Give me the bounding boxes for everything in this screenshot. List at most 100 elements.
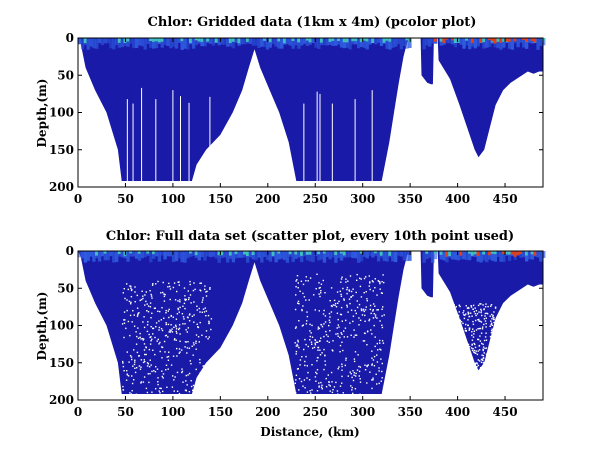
data-region-main	[78, 251, 411, 394]
surface-band-cell	[317, 251, 321, 261]
scatter-gap-point	[165, 364, 168, 366]
scatter-gap-point	[472, 372, 474, 375]
scatter-gap-point	[126, 374, 129, 376]
scatter-gap-point	[492, 316, 494, 318]
surface-band-cell	[274, 38, 278, 47]
scatter-gap-point	[130, 287, 132, 289]
scatter-gap-point	[323, 323, 325, 325]
scatter-gap-point	[461, 340, 463, 342]
scatter-gap-point	[324, 355, 326, 357]
scatter-gap-point	[138, 365, 141, 367]
scatter-gap-point	[208, 322, 210, 324]
surface-mid-cell	[388, 251, 392, 256]
scatter-gap-point	[477, 338, 480, 341]
scatter-gap-point	[471, 359, 473, 362]
surface-band-cell	[271, 38, 275, 45]
surface-band-cell	[265, 251, 270, 260]
surface-mid-cell	[493, 251, 497, 255]
scatter-gap-point	[176, 355, 178, 357]
surface-band-cell	[217, 38, 221, 46]
scatter-gap-point	[131, 288, 133, 291]
scatter-gap-point	[476, 366, 478, 368]
scatter-gap-point	[489, 315, 491, 317]
scatter-gap-point	[483, 339, 486, 342]
surface-band-cell	[487, 251, 492, 260]
surface-band-cell	[92, 38, 96, 49]
surface-mid-cell	[126, 38, 130, 42]
scatter-gap-point	[210, 328, 212, 331]
scatter-gap-point	[488, 378, 490, 380]
scatter-gap-point	[165, 309, 167, 312]
scatter-gap-point	[199, 373, 202, 375]
scatter-gap-point	[162, 377, 164, 379]
scatter-gap-point	[485, 332, 487, 334]
scatter-gap-point	[373, 313, 375, 315]
scatter-gap-point	[495, 328, 497, 330]
scatter-gap-point	[479, 340, 482, 342]
scatter-gap-point	[181, 368, 183, 370]
scatter-gap-point	[366, 382, 368, 384]
surface-high-cell	[445, 251, 449, 257]
scatter-gap-point	[311, 364, 313, 366]
scatter-gap-point	[302, 385, 304, 387]
surface-mid-cell	[482, 251, 486, 255]
scatter-gap-point	[188, 297, 190, 299]
surface-band-cell	[154, 251, 159, 257]
surface-band-cell	[203, 251, 207, 261]
scatter-gap-point	[363, 340, 366, 342]
scatter-gap-point	[467, 306, 469, 309]
scatter-gap-point	[174, 376, 176, 378]
surface-mid-cell	[189, 38, 192, 43]
scatter-gap-point	[327, 335, 329, 338]
scatter-gap-point	[490, 339, 492, 342]
scatter-gap-point	[487, 372, 490, 374]
surface-mid-cell	[137, 251, 141, 254]
scatter-gap-point	[470, 312, 472, 314]
scatter-gap-point	[306, 391, 309, 393]
scatter-gap-point	[300, 380, 303, 383]
surface-band-cell	[385, 251, 389, 262]
x-tick-label: 450	[493, 192, 518, 206]
scatter-gap-point	[202, 380, 205, 382]
scatter-gap-point	[318, 382, 320, 384]
scatter-gap-point	[371, 350, 373, 352]
scatter-gap-point	[318, 293, 320, 295]
surface-band-cell	[297, 251, 301, 258]
scatter-gap-point	[470, 305, 472, 307]
scatter-gap-point	[350, 373, 352, 375]
surface-mid-cell	[268, 38, 272, 43]
scatter-gap-point	[309, 390, 311, 392]
scatter-gap-point	[192, 389, 194, 391]
surface-band-cell	[166, 38, 170, 46]
scatter-gap-point	[323, 368, 325, 371]
surface-mid-cell	[305, 251, 309, 255]
scatter-gap-point	[482, 349, 484, 352]
scatter-gap-point	[177, 281, 179, 283]
scatter-gap-point	[159, 341, 161, 344]
y-tick-label: 0	[66, 31, 74, 45]
scatter-gap-point	[135, 331, 137, 333]
scatter-gap-point	[187, 341, 189, 343]
scatter-gap-point	[185, 389, 187, 392]
scatter-gap-point	[362, 340, 365, 342]
scatter-gap-point	[495, 326, 497, 328]
scatter-gap-point	[195, 368, 197, 371]
scatter-gap-point	[373, 365, 376, 367]
scatter-gap-point	[354, 388, 357, 390]
surface-band-cell	[519, 38, 523, 43]
scatter-gap-point	[328, 384, 330, 386]
scatter-gap-point	[341, 276, 343, 278]
scatter-gap-point	[460, 327, 462, 330]
scatter-gap-point	[168, 351, 170, 353]
scatter-gap-point	[163, 300, 166, 302]
scatter-gap-point	[472, 308, 474, 310]
scatter-gap-point	[151, 391, 153, 393]
scatter-gap-point	[474, 363, 476, 365]
surface-band-cell	[305, 38, 310, 46]
scatter-gap-point	[186, 331, 188, 333]
scatter-gap-point	[206, 290, 208, 293]
scatter-gap-point	[179, 299, 181, 301]
surface-band-cell	[376, 38, 381, 43]
scatter-gap-point	[184, 295, 186, 297]
scatter-gap-point	[343, 336, 345, 338]
